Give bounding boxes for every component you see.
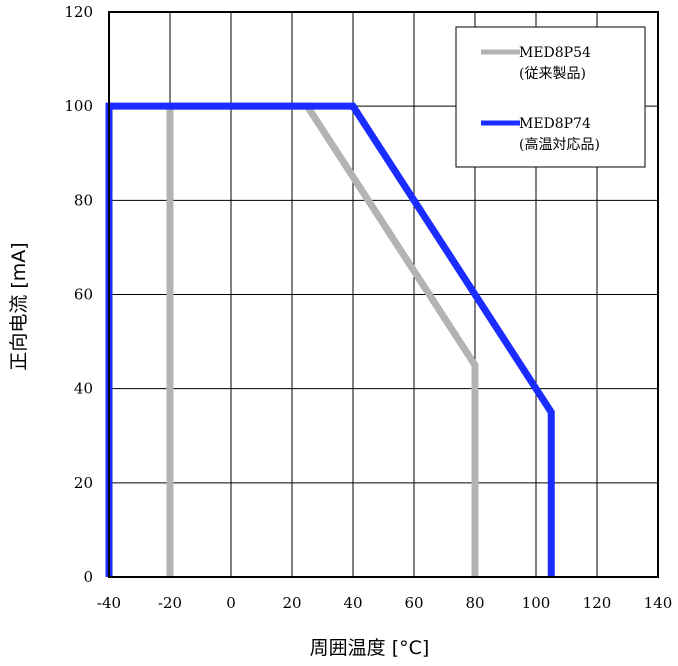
x-tick-label: 100 <box>522 594 551 612</box>
x-tick-label: 20 <box>282 594 301 612</box>
legend-label-series-0: MED8P54 <box>519 45 591 61</box>
y-tick-label: 100 <box>64 97 93 115</box>
y-tick-label: 40 <box>74 380 93 398</box>
plot-frame <box>108 11 659 578</box>
y-tick-label: 80 <box>74 191 93 209</box>
x-tick-label: 140 <box>644 594 673 612</box>
y-tick-label: 120 <box>64 3 93 21</box>
x-tick-label: 60 <box>404 594 423 612</box>
x-tick-labels: -40 -20 0 20 40 60 80 100 120 140 <box>97 594 672 612</box>
x-tick-label: -40 <box>97 594 121 612</box>
legend-box <box>455 26 646 168</box>
y-axis-title: 正向电流 [mA] <box>8 242 30 370</box>
series-line-1 <box>105 102 555 577</box>
y-tick-labels: 0 20 40 60 80 100 120 <box>64 3 93 586</box>
y-tick-label: 20 <box>74 474 93 492</box>
x-tick-label: 0 <box>226 594 236 612</box>
legend-label-series-1: MED8P74 <box>519 116 591 132</box>
legend-sublabel-series-0: (従来製品) <box>519 66 586 82</box>
x-tick-label: 40 <box>343 594 362 612</box>
x-tick-label: -20 <box>158 594 182 612</box>
x-tick-label: 120 <box>583 594 612 612</box>
series-lines <box>105 102 555 577</box>
y-tick-label: 0 <box>83 568 93 586</box>
series-line-0 <box>166 102 479 577</box>
legend: MED8P54 (従来製品) MED8P74 (高温対応品) <box>455 26 646 168</box>
x-tick-label: 80 <box>465 594 484 612</box>
legend-sublabel-series-1: (高温対応品) <box>519 136 600 153</box>
y-tick-label: 60 <box>74 286 93 304</box>
x-axis-title: 周囲温度 [°C] <box>310 637 430 659</box>
